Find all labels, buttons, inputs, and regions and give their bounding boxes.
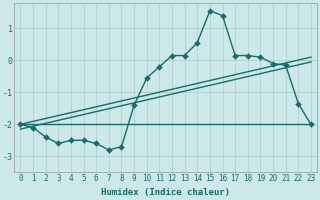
X-axis label: Humidex (Indice chaleur): Humidex (Indice chaleur) bbox=[101, 188, 230, 197]
